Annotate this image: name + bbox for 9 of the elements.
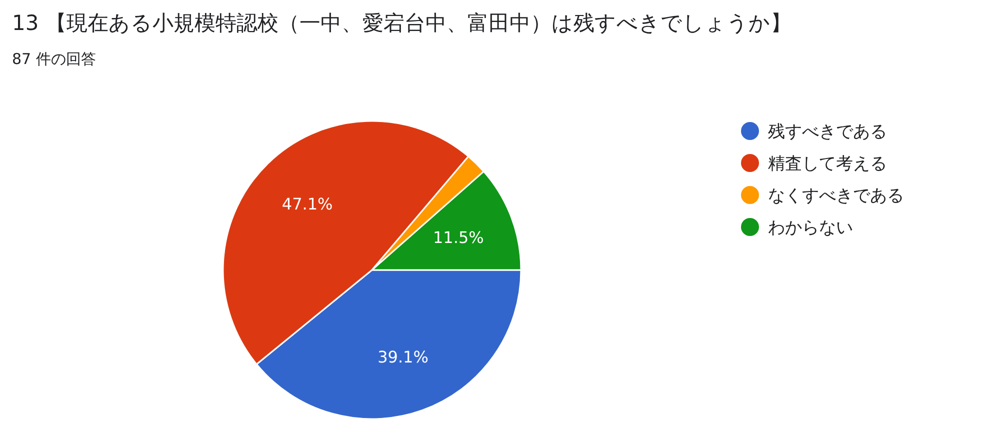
data-label: 47.1% [282,194,333,214]
legend-label: 精査して考える [768,154,887,174]
legend-label: わからない [768,218,853,238]
text: 87 件の回答 [12,50,96,68]
legend-label: 残すべきである [768,122,887,142]
legend-label: なくすべきである [768,186,904,206]
data-label: 11.5% [433,228,484,247]
data-label: 39.1% [378,348,428,367]
chart-title: 13 【現在ある小規模特認校（一中、愛宕台中、富田中）は残すべきでしょうか】 [12,11,792,35]
